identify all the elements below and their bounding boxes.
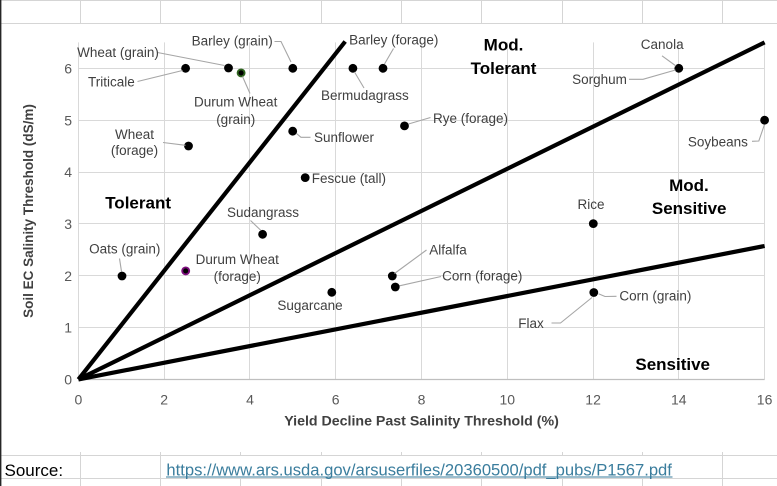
svg-text:3: 3	[64, 216, 72, 232]
svg-text:Durum Wheat: Durum Wheat	[196, 252, 280, 267]
svg-text:5: 5	[64, 112, 72, 128]
svg-text:1: 1	[64, 320, 72, 336]
svg-text:2: 2	[160, 392, 168, 408]
svg-text:Soybeans: Soybeans	[688, 135, 748, 150]
svg-text:10: 10	[500, 392, 516, 408]
svg-text:(forage): (forage)	[111, 143, 158, 158]
svg-text:Alfalfa: Alfalfa	[429, 243, 467, 258]
svg-text:Sunflower: Sunflower	[314, 130, 375, 145]
svg-text:Fescue (tall): Fescue (tall)	[312, 171, 386, 186]
svg-text:Corn (grain): Corn (grain)	[619, 289, 691, 304]
svg-text:Wheat: Wheat	[115, 127, 154, 142]
svg-text:12: 12	[585, 392, 601, 408]
svg-text:https://www.ars.usda.gov/arsus: https://www.ars.usda.gov/arsuserfiles/20…	[166, 460, 672, 479]
svg-text:Sensitive: Sensitive	[652, 199, 727, 218]
svg-text:Barley (grain): Barley (grain)	[192, 33, 273, 48]
svg-text:Mod.: Mod.	[669, 176, 709, 195]
svg-text:Yield Decline Past Salinity Th: Yield Decline Past Salinity Threshold (%…	[284, 414, 559, 430]
svg-text:14: 14	[671, 392, 687, 408]
svg-text:Sorghum: Sorghum	[572, 72, 627, 87]
svg-text:Triticale: Triticale	[88, 74, 135, 89]
svg-text:Durum Wheat: Durum Wheat	[194, 95, 278, 110]
svg-text:4: 4	[64, 164, 72, 180]
svg-text:Wheat (grain): Wheat (grain)	[77, 45, 159, 60]
svg-text:4: 4	[246, 392, 254, 408]
svg-text:8: 8	[418, 392, 426, 408]
svg-text:0: 0	[75, 392, 83, 408]
svg-text:Corn (forage): Corn (forage)	[442, 269, 522, 284]
svg-text:Rice: Rice	[577, 197, 604, 212]
svg-text:(forage): (forage)	[214, 269, 261, 284]
svg-text:Barley (forage): Barley (forage)	[349, 32, 438, 47]
svg-text:Soil EC Salinity Threshold (dS: Soil EC Salinity Threshold (dS/m)	[21, 104, 36, 318]
svg-text:0: 0	[64, 372, 72, 388]
svg-text:Canola: Canola	[641, 37, 684, 52]
svg-text:Mod.: Mod.	[484, 35, 524, 54]
svg-text:(grain): (grain)	[216, 112, 255, 127]
svg-text:Source:: Source:	[5, 461, 64, 480]
svg-text:Sugarcane: Sugarcane	[277, 298, 342, 313]
svg-text:16: 16	[757, 392, 773, 408]
svg-text:6: 6	[64, 61, 72, 77]
svg-text:Sensitive: Sensitive	[635, 355, 710, 374]
svg-text:Sudangrass: Sudangrass	[227, 205, 299, 220]
svg-text:2: 2	[64, 268, 72, 284]
svg-text:Bermudagrass: Bermudagrass	[321, 88, 409, 103]
svg-text:Rye (forage): Rye (forage)	[433, 111, 508, 126]
svg-text:Oats (grain): Oats (grain)	[89, 242, 160, 257]
svg-text:Tolerant: Tolerant	[471, 59, 537, 78]
svg-text:Tolerant: Tolerant	[105, 194, 171, 213]
svg-text:6: 6	[332, 392, 340, 408]
svg-text:Flax: Flax	[518, 316, 544, 331]
